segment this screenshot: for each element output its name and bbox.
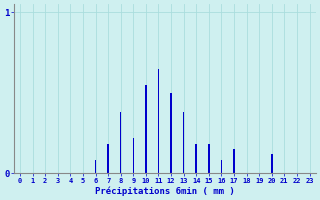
Bar xyxy=(145,85,147,173)
Bar xyxy=(95,160,96,173)
Bar xyxy=(158,69,159,173)
Bar xyxy=(196,144,197,173)
Bar xyxy=(271,154,273,173)
Bar xyxy=(208,144,210,173)
Bar xyxy=(183,112,184,173)
Bar xyxy=(132,138,134,173)
Bar xyxy=(108,144,109,173)
Bar xyxy=(170,93,172,173)
X-axis label: Précipitations 6min ( mm ): Précipitations 6min ( mm ) xyxy=(95,186,235,196)
Bar xyxy=(120,112,122,173)
Bar xyxy=(221,160,222,173)
Bar xyxy=(233,149,235,173)
